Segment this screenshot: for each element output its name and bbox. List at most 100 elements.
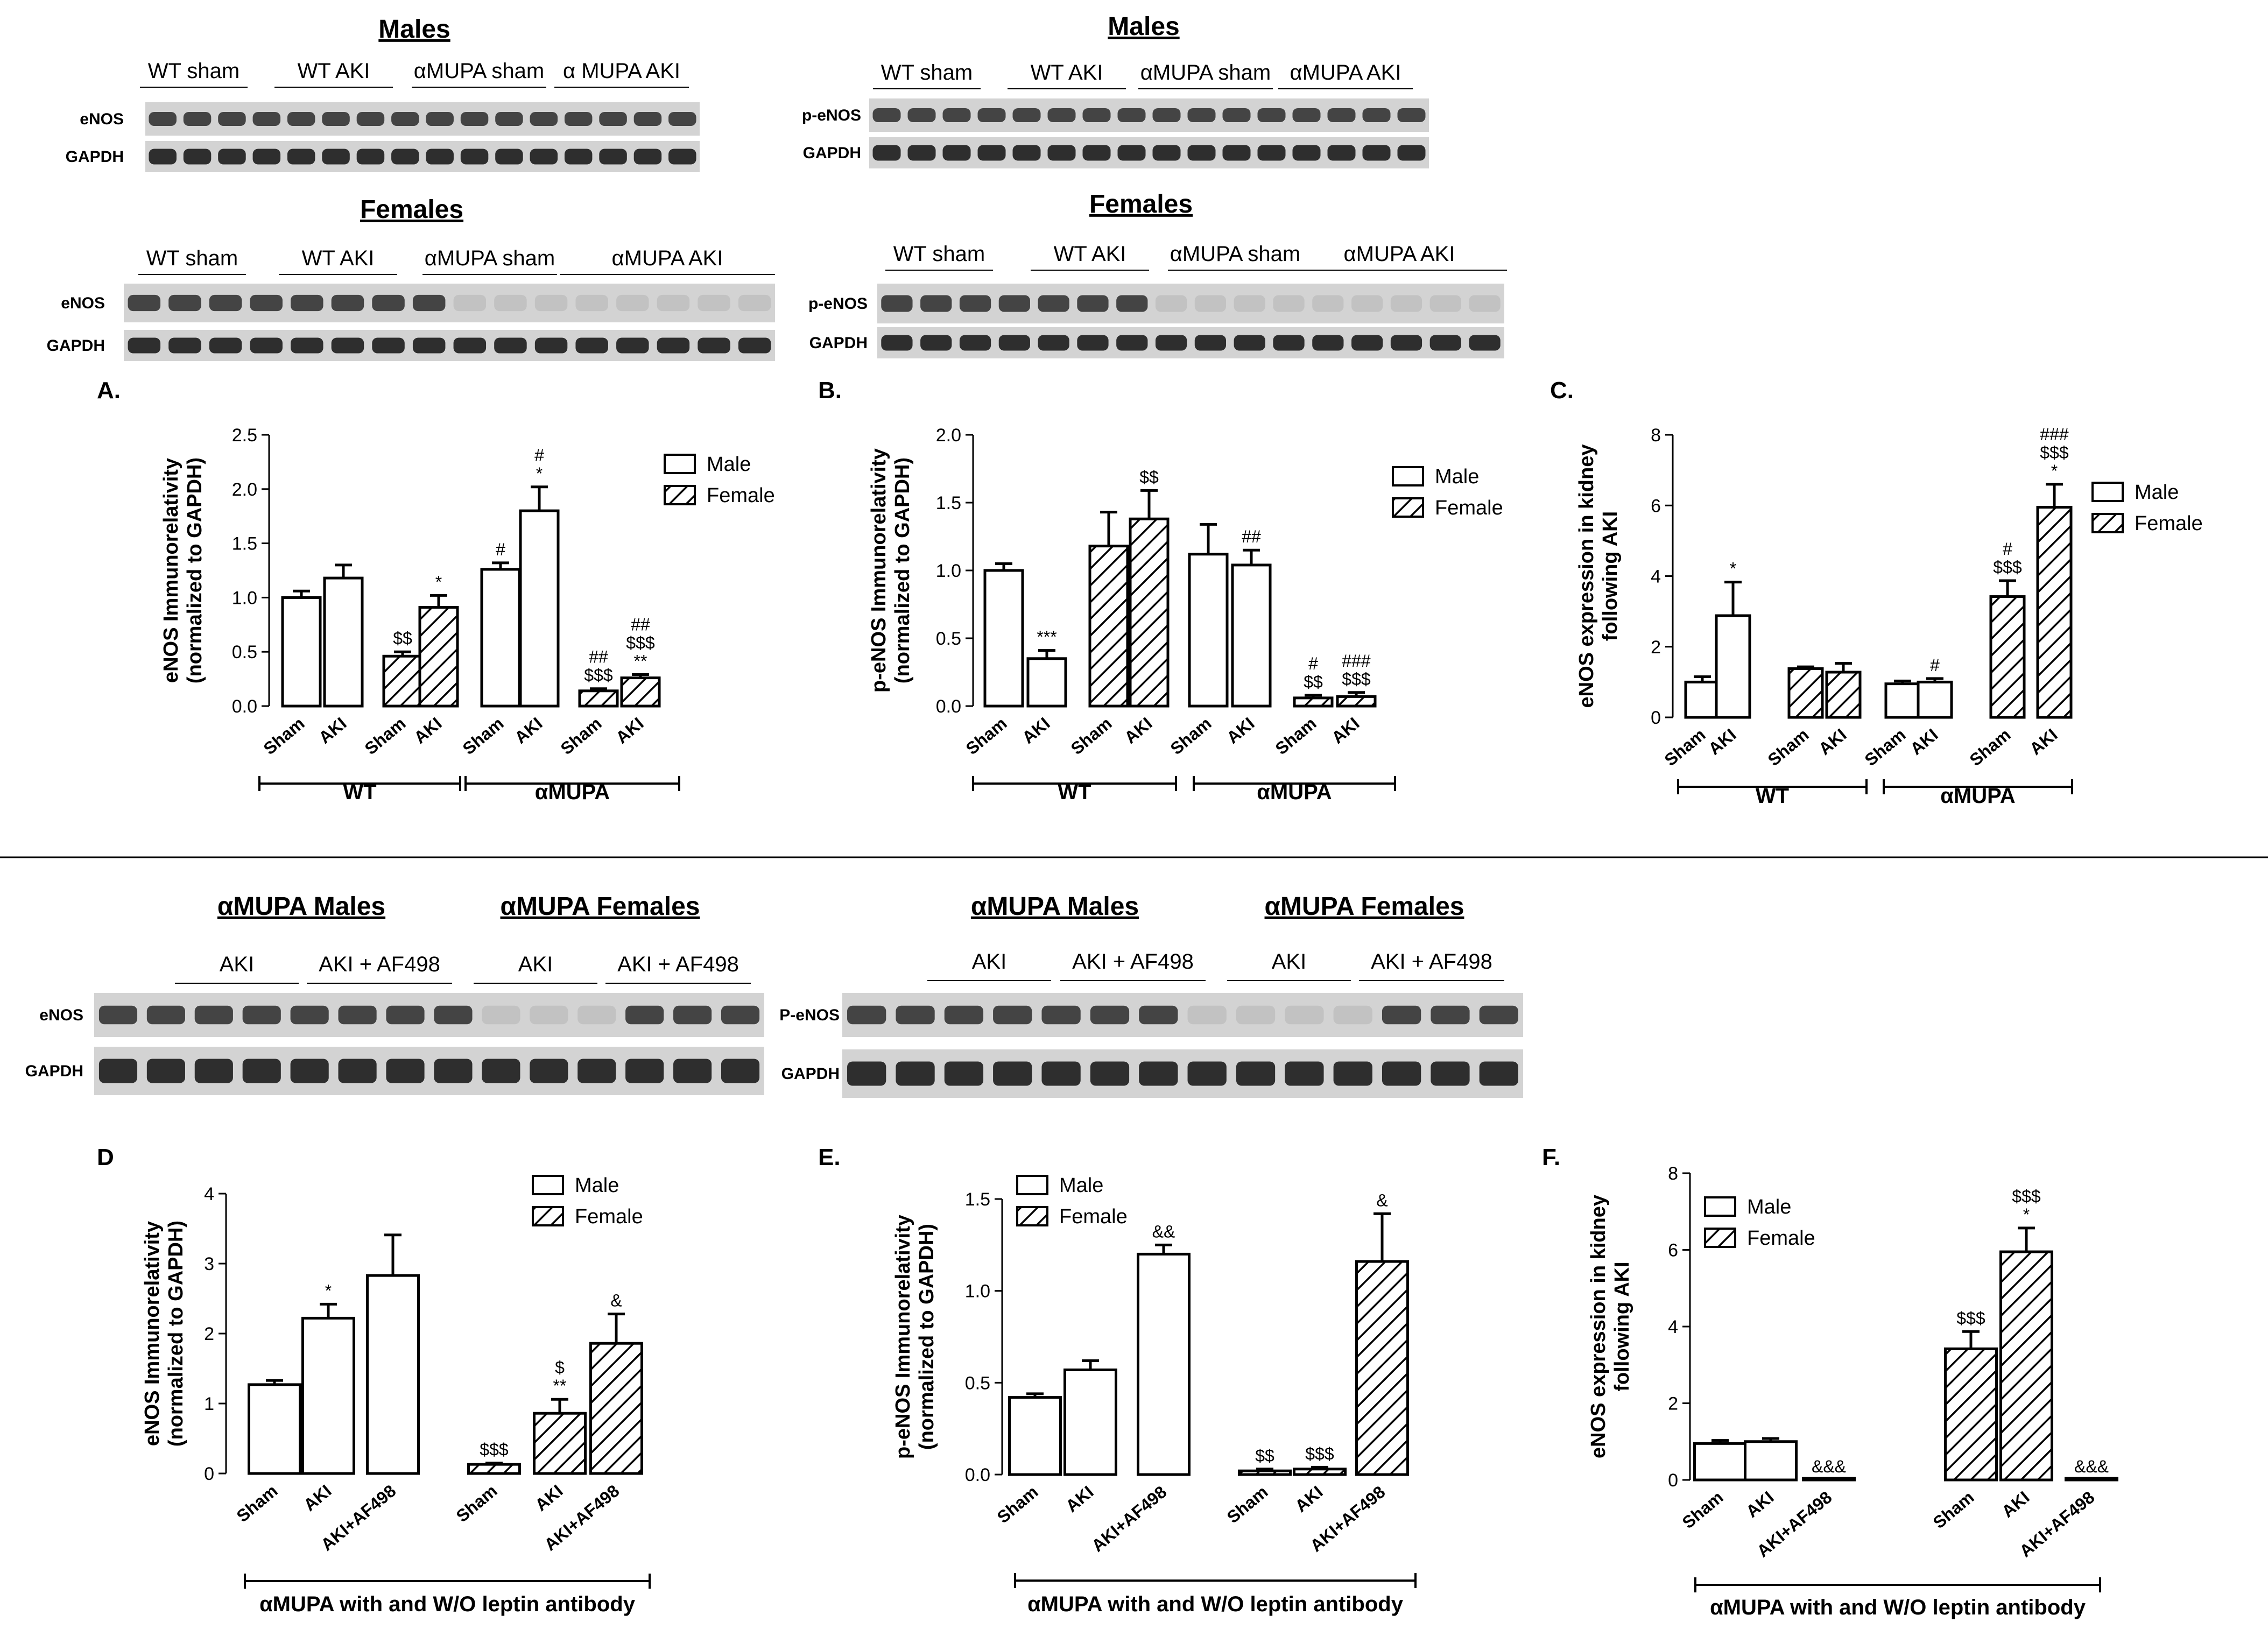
blot-bottom-1-band xyxy=(1479,1061,1518,1086)
blot-bottom-1-band xyxy=(1285,1005,1324,1025)
y-tick-label: 0 xyxy=(1651,708,1661,728)
x-tick-label: AKI xyxy=(1018,714,1053,748)
significance-mark: # xyxy=(1930,655,1940,675)
y-tick-label: 8 xyxy=(1668,1163,1678,1184)
blot-bottom-0-band xyxy=(577,1005,616,1025)
blot-top-1-band xyxy=(1082,108,1111,123)
legend-label: Female xyxy=(1435,497,1503,519)
y-tick-label: 1.5 xyxy=(965,1189,990,1210)
blot-top-3-band xyxy=(1194,335,1227,351)
blot-bottom-0-band xyxy=(146,1059,185,1083)
blot-top-2-band xyxy=(657,294,690,312)
significance-mark: & xyxy=(610,1291,622,1310)
blot-top-0-band xyxy=(495,149,523,165)
x-tick-label: Sham xyxy=(1167,714,1215,759)
blot-top-0-band xyxy=(599,111,627,126)
blot-bottom-0-band xyxy=(625,1059,664,1083)
bar-female xyxy=(382,654,423,708)
blot-bottom-0-band xyxy=(625,1005,664,1025)
blot-top-1-band xyxy=(1257,108,1286,123)
blot-top-2-band xyxy=(453,337,487,354)
blot-top-0-band xyxy=(495,111,523,126)
y-axis-title: p-eNOS Immunorelativity(normalized to GA… xyxy=(868,448,914,693)
legend-swatch-female xyxy=(664,485,696,505)
panel-label: D xyxy=(97,1144,114,1170)
blot-top-3-band xyxy=(1234,335,1265,351)
bar-male xyxy=(1715,614,1751,719)
blot-top-2-group-label: WT sham xyxy=(146,246,238,270)
x-tick-label: AKI xyxy=(1742,1487,1777,1521)
y-tick-label: 1.0 xyxy=(936,561,961,581)
blot-bottom-1-band xyxy=(896,1061,935,1086)
blot-bottom-0-band xyxy=(530,1059,568,1083)
blot-top-1-band xyxy=(1012,145,1041,161)
blot-top-3-heading: Females xyxy=(1089,190,1193,218)
x-tick-label: Sham xyxy=(1661,725,1709,770)
legend-swatch-male xyxy=(1704,1196,1736,1217)
blot-top-1-band xyxy=(1222,108,1251,123)
y-axis-title: p-eNOS Immunorelativity(normalized to GA… xyxy=(892,1215,938,1459)
significance-mark: * xyxy=(2023,1205,2030,1224)
blot-top-1-band xyxy=(1292,108,1321,123)
y-tick-label: 6 xyxy=(1668,1240,1678,1261)
blot-top-0-band xyxy=(530,111,558,126)
blot-top-2-band xyxy=(575,294,608,312)
x-tick-label: AKI xyxy=(1906,725,1941,759)
blot-bottom-1-band xyxy=(993,1061,1032,1086)
blot-bottom-0-band xyxy=(242,1059,281,1083)
blot-top-1-band xyxy=(1117,108,1146,123)
blot-top-0-band xyxy=(287,111,315,126)
blot-bottom-0-band xyxy=(721,1005,760,1025)
blot-top-3-band xyxy=(1469,295,1501,312)
blot-top-0-band xyxy=(426,111,454,126)
bar-male xyxy=(1137,1252,1191,1476)
chart-panel-1: B. 0.0 0.5 1.0 1.5 2.0 p-eNOS Immunorelativity… xyxy=(818,377,1503,804)
bar-male xyxy=(366,1274,420,1475)
blot-top-2-band xyxy=(168,337,201,354)
blot-top-0-band xyxy=(599,149,627,165)
significance-mark: $$ xyxy=(1255,1446,1274,1465)
blot-top-1-group-label: WT sham xyxy=(881,61,973,84)
blot-top-1-band xyxy=(1152,108,1181,123)
significance-mark: ## xyxy=(589,647,608,667)
blot-top-2-band xyxy=(331,337,364,354)
y-tick-label: 2.0 xyxy=(232,479,257,500)
bar-male xyxy=(281,596,322,708)
blot-top-3-band xyxy=(1038,295,1069,312)
y-tick-label: 8 xyxy=(1651,425,1661,446)
bar-female xyxy=(2036,506,2073,719)
blot-bottom-1-band xyxy=(847,1005,886,1025)
y-axis-title-line: p-eNOS Immunorelativity xyxy=(868,448,890,693)
legend-swatch-female xyxy=(2091,513,2124,533)
blot-top-2-band xyxy=(494,337,527,354)
blot-top-2-band xyxy=(412,337,446,354)
blot-bottom-1-row-label: GAPDH xyxy=(781,1065,840,1083)
blot-bottom-1-group-label: AKI xyxy=(972,950,1006,974)
significance-mark: ### xyxy=(2040,425,2069,444)
x-tick-label: Sham xyxy=(459,714,508,759)
significance-mark: $$ xyxy=(393,629,412,648)
x-tick-label: AKI xyxy=(315,714,350,748)
x-tick-label: AKI xyxy=(1815,725,1850,759)
blot-top-1-group-label: WT AKI xyxy=(1031,61,1103,84)
significance-mark: * xyxy=(435,572,442,591)
bar-female xyxy=(1825,671,1862,719)
blot-top-2-band xyxy=(616,337,649,354)
y-tick-label: 1.0 xyxy=(232,588,257,608)
blot-bottom-0-group-label: AKI xyxy=(220,953,254,976)
y-axis-title-line: eNOS Immunorelativity xyxy=(160,458,182,683)
group-label: WT xyxy=(1756,784,1789,808)
western-blots: Males WT sham WT AKI αMUPA sham α MUPA AKI eN… xyxy=(25,12,1523,1098)
blot-bottom-0-band xyxy=(577,1059,616,1083)
x-tick-label: AKI xyxy=(1223,714,1258,748)
significance-mark: ## xyxy=(631,615,650,634)
blot-top-1-band xyxy=(1292,145,1321,161)
blot-top-0-heading: Males xyxy=(378,15,450,44)
blot-top-3-row-label: GAPDH xyxy=(809,334,868,352)
significance-mark: $$$ xyxy=(2040,443,2069,462)
blot-top-3-band xyxy=(1116,295,1148,312)
y-axis-title-line: (normalized to GAPDH) xyxy=(915,1224,938,1450)
significance-mark: && xyxy=(1152,1222,1175,1241)
blot-top-2-band xyxy=(209,337,242,354)
blot-top-2-band xyxy=(128,337,161,354)
